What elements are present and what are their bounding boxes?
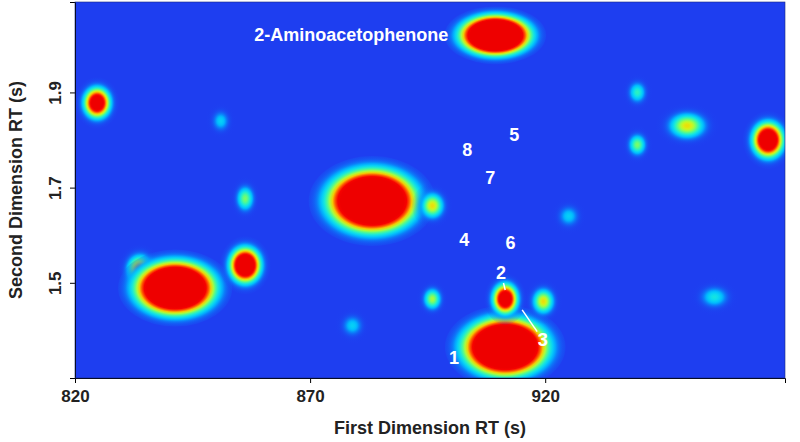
y-tick-mark: [70, 188, 75, 189]
peak: [743, 111, 785, 169]
annotation: 4: [459, 230, 469, 250]
peak: [118, 249, 232, 326]
peak: [550, 197, 588, 236]
peak: [205, 102, 237, 141]
x-tick-label: 920: [532, 387, 560, 406]
annotation: 5: [509, 125, 519, 145]
y-tick: 1.5: [46, 271, 75, 295]
x-axis-line: [76, 379, 786, 384]
annotation: 3: [538, 330, 548, 350]
peak: [75, 77, 119, 128]
x-tick: 820: [61, 378, 89, 406]
x-tick-label: 870: [296, 387, 324, 406]
x-tick: 870: [296, 378, 324, 406]
annotation: 1: [449, 348, 459, 368]
peak: [412, 183, 453, 228]
annotation: 6: [505, 233, 515, 253]
y-tick-mark: [70, 283, 75, 284]
y-tick: 1.9: [46, 81, 75, 105]
plot-frame: [75, 2, 785, 378]
y-axis: 1.5 1.7 1.9: [46, 3, 76, 379]
peak: [524, 279, 562, 324]
plot-area: [75, 6, 785, 378]
chart: 820 870 920 1.5 1.7 1.9 First Dimension RT (s)…: [0, 0, 800, 442]
peak: [689, 278, 740, 317]
peak: [333, 306, 371, 345]
peak: [220, 236, 271, 294]
y-tick: 1.7: [46, 176, 75, 200]
peak: [655, 103, 718, 148]
y-axis-line: [70, 3, 76, 379]
y-tick-mark: [70, 92, 75, 93]
x-tick: 920: [532, 378, 560, 406]
peak: [416, 280, 448, 319]
x-axis-title: First Dimension RT (s): [334, 418, 526, 438]
peak: [445, 6, 547, 64]
plot-background: [75, 2, 785, 378]
peak: [621, 126, 653, 165]
x-axis: 820 870 920: [61, 378, 785, 406]
annotation: 7: [485, 168, 495, 188]
y-tick-label: 1.5: [46, 271, 65, 295]
annotation: 8: [462, 140, 472, 160]
x-tick-mark: [545, 378, 546, 383]
peak: [229, 176, 261, 221]
peak: [621, 73, 653, 112]
annotations: 2-Aminoacetophenone 1 2 3 4 5 6 78: [254, 25, 548, 367]
x-tick-label: 820: [61, 387, 89, 406]
annotation: 2-Aminoacetophenone: [254, 25, 448, 45]
y-tick-label: 1.7: [46, 176, 65, 200]
x-tick-mark: [310, 378, 311, 383]
annotation-leader: [522, 310, 537, 332]
y-axis-title: Second Dimension RT (s): [6, 81, 26, 299]
annotation: 2: [496, 263, 506, 283]
annotation-leader: [503, 283, 505, 290]
y-tick-label: 1.9: [46, 81, 65, 105]
